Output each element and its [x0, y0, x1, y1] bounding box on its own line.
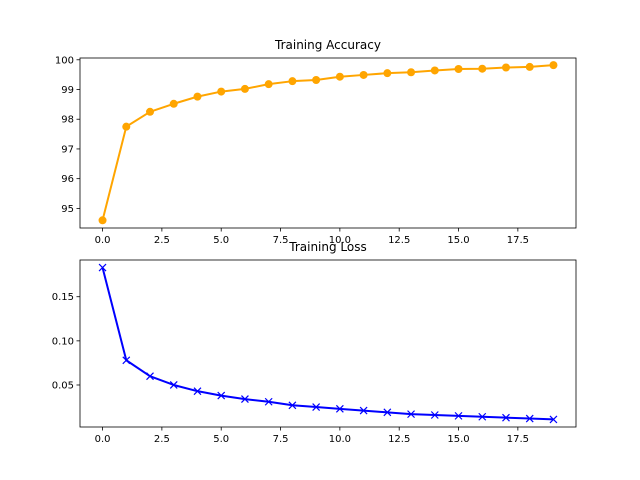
loss-series-line — [101, 267, 554, 421]
accuracy-data-point — [501, 63, 510, 72]
accuracy-y-tick-label: 99 — [61, 85, 74, 96]
accuracy-y-tick-label: 98 — [61, 115, 74, 126]
accuracy-data-point — [335, 72, 344, 81]
accuracy-ticks: 0.0 2.5 5.0 7.5 10.0 12.5 15.0 17.5 95 96 97 98 99 10… — [55, 55, 529, 246]
accuracy-data-point — [407, 68, 416, 77]
loss-x-tick-label: 17.5 — [507, 434, 529, 445]
loss-x-tick-label: 12.5 — [388, 434, 410, 445]
accuracy-data-point — [549, 61, 558, 70]
accuracy-data-point — [454, 64, 463, 73]
accuracy-data-point — [288, 77, 297, 86]
accuracy-data-point — [122, 122, 131, 131]
loss-data-point — [383, 408, 392, 417]
accuracy-axes-frame — [79, 57, 577, 229]
loss-ticks: 0.0 2.5 5.0 7.5 10.0 12.5 15.0 17.5 0.05 0.10 0.15 — [52, 292, 529, 445]
loss-data-point — [241, 395, 249, 404]
loss-data-point — [525, 414, 534, 423]
accuracy-data-point — [146, 107, 155, 116]
loss-data-point — [549, 415, 558, 424]
loss-data-point — [335, 404, 344, 413]
accuracy-x-tick-label: 5.0 — [213, 235, 229, 246]
loss-data-point — [359, 406, 368, 415]
accuracy-x-tick-label: 0.0 — [95, 235, 111, 246]
loss-data-point — [217, 391, 226, 400]
loss-chart-title: Training Loss — [288, 240, 366, 254]
accuracy-y-tick-label: 97 — [61, 144, 74, 155]
accuracy-data-point — [383, 69, 392, 78]
accuracy-y-tick-label: 96 — [61, 174, 74, 185]
accuracy-panel: Training Accuracy 0.0 2.5 5.0 7.5 10.0 12.5 15… — [55, 38, 577, 246]
loss-data-point — [169, 381, 178, 389]
accuracy-series-line — [101, 64, 554, 221]
loss-x-tick-label: 10.0 — [329, 434, 351, 445]
loss-data-point — [407, 410, 415, 419]
accuracy-data-point — [169, 99, 178, 108]
loss-data-point — [430, 411, 439, 419]
accuracy-data-point — [240, 84, 249, 93]
loss-y-tick-label: 0.05 — [52, 380, 74, 391]
accuracy-x-tick-label: 15.0 — [447, 235, 469, 246]
accuracy-chart-title: Training Accuracy — [274, 38, 381, 52]
accuracy-x-tick-label: 17.5 — [507, 235, 529, 246]
loss-axes-frame — [79, 259, 577, 428]
loss-x-tick-label: 7.5 — [273, 434, 289, 445]
accuracy-x-tick-label: 2.5 — [154, 235, 170, 246]
loss-x-tick-label: 0.0 — [95, 434, 111, 445]
loss-x-tick-label: 5.0 — [213, 434, 229, 445]
loss-data-point — [98, 263, 107, 272]
accuracy-data-point — [217, 87, 226, 96]
accuracy-data-point — [264, 80, 273, 89]
accuracy-data-point — [359, 70, 368, 79]
accuracy-y-tick-label: 100 — [55, 55, 74, 66]
loss-data-point — [122, 356, 131, 365]
accuracy-data-point — [98, 216, 107, 225]
loss-data-point — [502, 413, 510, 422]
loss-x-tick-label: 15.0 — [447, 434, 469, 445]
loss-data-point — [288, 401, 297, 410]
loss-data-point — [193, 387, 202, 396]
accuracy-series — [98, 61, 558, 225]
accuracy-x-tick-label: 7.5 — [273, 235, 289, 246]
accuracy-data-point — [525, 62, 534, 71]
accuracy-y-tick-label: 95 — [61, 204, 74, 215]
accuracy-x-tick-label: 12.5 — [388, 235, 410, 246]
loss-data-point — [146, 372, 154, 381]
accuracy-data-point — [312, 75, 321, 84]
loss-y-tick-label: 0.15 — [52, 292, 74, 303]
accuracy-x-tick-label: 10.0 — [329, 235, 351, 246]
loss-x-tick-label: 2.5 — [154, 434, 170, 445]
loss-panel: Training Loss 0.0 2.5 5.0 7.5 10.0 12.5 15.0 17… — [52, 240, 577, 445]
loss-y-tick-label: 0.10 — [52, 336, 74, 347]
accuracy-data-point — [478, 64, 487, 73]
accuracy-data-point — [430, 66, 439, 75]
loss-data-point — [312, 403, 321, 411]
loss-data-point — [264, 397, 273, 406]
loss-series — [98, 263, 558, 424]
accuracy-data-point — [193, 92, 202, 101]
loss-data-point — [478, 412, 487, 421]
loss-data-point — [454, 411, 463, 420]
